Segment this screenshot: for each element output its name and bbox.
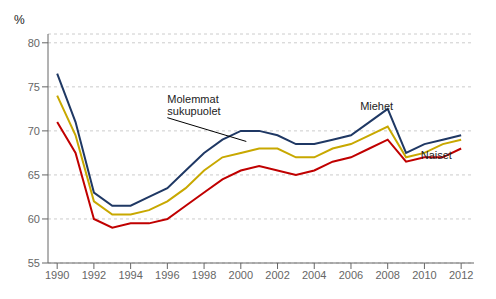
svg-text:Molemmatsukupuolet: Molemmatsukupuolet <box>167 93 220 117</box>
svg-text:80: 80 <box>28 37 40 49</box>
svg-text:70: 70 <box>28 125 40 137</box>
svg-text:2010: 2010 <box>412 269 436 281</box>
svg-text:2002: 2002 <box>265 269 289 281</box>
svg-text:1998: 1998 <box>192 269 216 281</box>
svg-text:Naiset: Naiset <box>421 149 452 161</box>
svg-text:65: 65 <box>28 169 40 181</box>
svg-text:60: 60 <box>28 213 40 225</box>
svg-text:1990: 1990 <box>45 269 69 281</box>
svg-text:1994: 1994 <box>118 269 142 281</box>
svg-text:1996: 1996 <box>155 269 179 281</box>
svg-text:Miehet: Miehet <box>360 100 393 112</box>
svg-text:55: 55 <box>28 257 40 269</box>
svg-text:1992: 1992 <box>82 269 106 281</box>
svg-text:%: % <box>14 13 25 27</box>
svg-text:75: 75 <box>28 81 40 93</box>
svg-text:2008: 2008 <box>375 269 399 281</box>
svg-text:2012: 2012 <box>449 269 473 281</box>
svg-text:2000: 2000 <box>229 269 253 281</box>
svg-text:2006: 2006 <box>339 269 363 281</box>
svg-text:2004: 2004 <box>302 269 326 281</box>
